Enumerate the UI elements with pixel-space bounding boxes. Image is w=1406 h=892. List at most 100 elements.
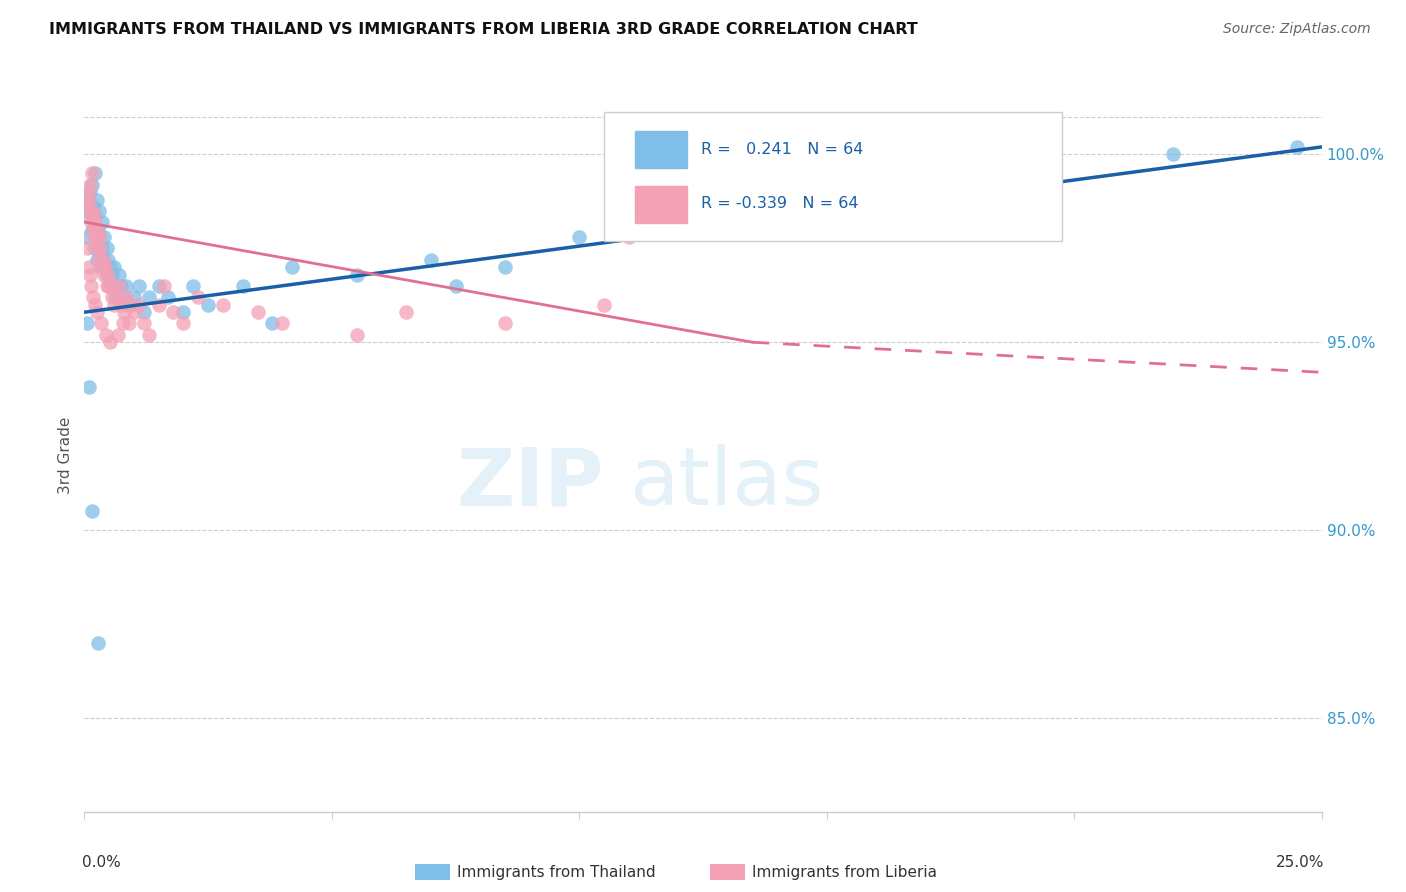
Text: ZIP: ZIP (457, 444, 605, 523)
Point (111, 317, 134, 331)
Point (101, 279, 124, 293)
Point (79, 185, 101, 199)
Point (76, 317, 98, 331)
Point (108, 268, 131, 282)
Point (87, 230, 110, 244)
Text: 25.0%: 25.0% (1275, 855, 1324, 870)
Point (419, 252, 441, 267)
Point (444, 279, 467, 293)
Point (101, 279, 124, 293)
Point (132, 305, 155, 319)
Point (96, 241, 118, 255)
Point (89, 230, 111, 244)
Point (157, 290, 180, 304)
Point (76, 185, 98, 199)
Point (80, 279, 103, 293)
Point (118, 298, 141, 312)
Point (79, 268, 101, 282)
Point (138, 327, 160, 342)
Point (79, 178, 101, 192)
Point (112, 305, 135, 319)
Point (89, 260, 111, 274)
Point (76, 230, 98, 244)
Point (75, 193, 97, 207)
Point (80, 215, 103, 229)
Point (86, 241, 108, 255)
Point (172, 317, 194, 331)
Point (84, 208, 107, 222)
Point (84, 166, 107, 180)
Point (790, 185, 813, 199)
Point (86, 222, 108, 236)
Point (232, 279, 254, 293)
Text: R =   0.241   N = 64: R = 0.241 N = 64 (700, 142, 863, 157)
Point (110, 279, 132, 293)
Point (617, 230, 640, 244)
Point (122, 290, 145, 304)
Point (89, 241, 111, 255)
Point (77, 203, 100, 218)
Point (94, 260, 117, 274)
Point (97, 252, 120, 267)
Point (86, 252, 108, 267)
Point (103, 298, 125, 312)
Point (105, 279, 128, 293)
Point (90, 317, 112, 331)
Point (98, 279, 121, 293)
Point (91, 252, 114, 267)
Point (82, 200, 104, 214)
Point (94, 260, 117, 274)
Point (568, 230, 591, 244)
Point (98, 279, 121, 293)
Point (181, 279, 204, 293)
Point (395, 305, 418, 319)
Point (82, 290, 104, 304)
Point (152, 279, 174, 293)
Point (79, 193, 101, 207)
Point (83, 298, 105, 312)
Point (105, 290, 128, 304)
Point (104, 290, 127, 304)
Point (593, 298, 616, 312)
Point (197, 298, 219, 312)
Point (988, 155, 1011, 169)
Bar (636, 186, 688, 223)
Point (115, 279, 138, 293)
Point (90, 215, 112, 229)
Point (84, 215, 107, 229)
Text: Immigrants from Thailand: Immigrants from Thailand (457, 865, 655, 880)
Text: Immigrants from Liberia: Immigrants from Liberia (752, 865, 938, 880)
Text: atlas: atlas (628, 444, 823, 523)
Text: R = -0.339   N = 64: R = -0.339 N = 64 (700, 196, 858, 211)
Point (890, 166, 912, 180)
Point (96, 279, 118, 293)
Point (77, 203, 100, 218)
Point (346, 327, 368, 342)
Point (103, 260, 125, 274)
Point (83, 241, 105, 255)
Point (162, 305, 184, 319)
Point (87, 636, 110, 650)
Point (90, 260, 112, 274)
Point (80, 203, 103, 218)
FancyBboxPatch shape (605, 112, 1062, 241)
Point (148, 298, 170, 312)
Point (89, 252, 111, 267)
Point (83, 230, 105, 244)
Point (96, 268, 118, 282)
Point (108, 279, 131, 293)
Point (262, 317, 284, 331)
Point (115, 290, 138, 304)
Point (346, 268, 368, 282)
Point (82, 166, 104, 180)
Point (246, 305, 269, 319)
Point (91, 252, 114, 267)
Point (82, 222, 104, 236)
Point (1285, 140, 1308, 154)
Point (97, 268, 120, 282)
Point (212, 298, 235, 312)
Point (79, 193, 101, 207)
Point (187, 290, 209, 304)
Y-axis label: 3rd Grade: 3rd Grade (58, 417, 73, 493)
Point (1161, 147, 1184, 161)
